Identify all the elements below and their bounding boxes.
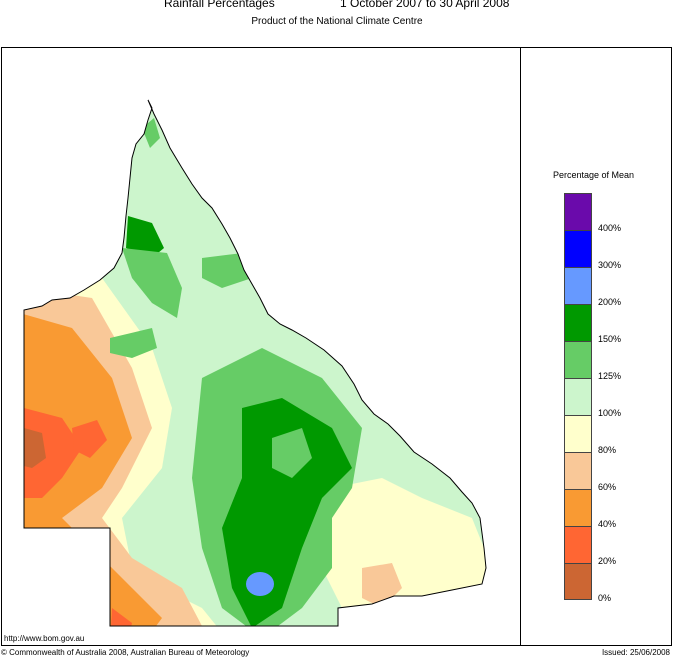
map-frame bbox=[1, 47, 672, 646]
state-outline bbox=[23, 99, 487, 627]
zone-125-150-gulf bbox=[110, 328, 157, 358]
legend-label: 80% bbox=[598, 445, 617, 455]
zone-125-150-north bbox=[122, 248, 182, 318]
frame-divider bbox=[520, 47, 521, 646]
legend-swatch bbox=[564, 415, 592, 452]
zone-150-200-north bbox=[126, 216, 164, 258]
legend-title: Percentage of Mean bbox=[553, 170, 635, 180]
legend-swatch bbox=[564, 526, 592, 563]
zone-125-150-inner bbox=[272, 428, 312, 478]
legend-label: 40% bbox=[598, 519, 617, 529]
footer-url[interactable]: http://www.bom.gov.au bbox=[4, 634, 85, 643]
map-period: 1 October 2007 to 30 April 2008 bbox=[340, 0, 510, 10]
legend-swatch bbox=[564, 452, 592, 489]
legend-border bbox=[564, 193, 592, 600]
map-title: Rainfall Percentages bbox=[164, 0, 275, 10]
footer-issued: Issued: 25/06/2008 bbox=[601, 648, 670, 657]
legend-swatch bbox=[564, 304, 592, 341]
legend-swatch bbox=[564, 341, 592, 378]
legend-label: 60% bbox=[598, 482, 617, 492]
zone-125-150-peninsula bbox=[202, 253, 252, 288]
legend-swatch bbox=[564, 378, 592, 415]
zone-150-200-central bbox=[222, 398, 352, 626]
legend-swatch bbox=[564, 230, 592, 267]
legend-label: 125% bbox=[598, 371, 622, 381]
legend-label: 20% bbox=[598, 556, 617, 566]
legend-label: 400% bbox=[598, 223, 622, 233]
legend-swatch bbox=[564, 267, 592, 304]
zone-20-40-centre bbox=[72, 420, 107, 458]
rainfall-map bbox=[23, 99, 487, 627]
map-subtitle: Product of the National Climate Centre bbox=[251, 16, 423, 27]
legend-label: 0% bbox=[598, 593, 612, 603]
legend-label: 300% bbox=[598, 260, 622, 270]
legend-swatch bbox=[564, 563, 592, 600]
title-row: Rainfall Percentages 1 October 2007 to 3… bbox=[0, 0, 674, 12]
footer-copyright: © Commonwealth of Australia 2008, Austra… bbox=[1, 648, 250, 657]
zone-0-20-west bbox=[24, 428, 46, 468]
legend-label: 200% bbox=[598, 297, 622, 307]
zone-20-40-south bbox=[110, 608, 132, 626]
zone-200-300-southwest bbox=[246, 572, 274, 596]
legend-label: 100% bbox=[598, 408, 622, 418]
zone-20-40-west bbox=[24, 408, 82, 498]
legend-swatch bbox=[564, 489, 592, 526]
legend-label: 150% bbox=[598, 334, 622, 344]
